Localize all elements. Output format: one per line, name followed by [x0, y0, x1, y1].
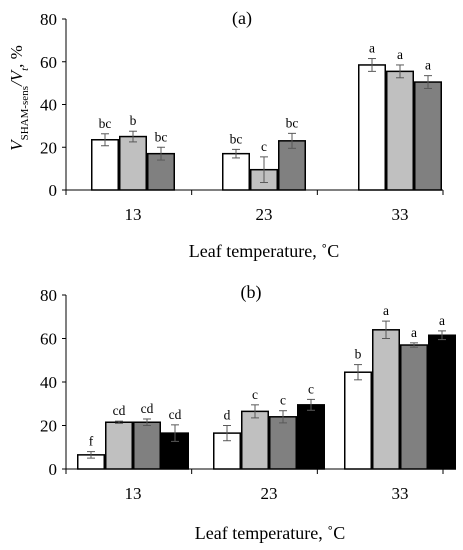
significance-letter: cd [141, 401, 154, 416]
significance-letter: f [89, 434, 94, 449]
x-tick-label: 13 [125, 484, 142, 503]
x-tick-label: 13 [125, 205, 142, 224]
bar [428, 334, 456, 470]
y-tick-label: 20 [40, 417, 57, 436]
y-tick-label: 0 [49, 181, 58, 200]
bar [222, 152, 250, 191]
y-tick-label: 20 [40, 138, 57, 157]
bar [119, 135, 147, 191]
significance-letter: bc [286, 115, 299, 130]
y-tick-label: 0 [49, 460, 58, 479]
significance-letter: b [355, 347, 362, 362]
y-tick-label: 80 [40, 10, 57, 29]
significance-letter: b [130, 113, 137, 128]
y-tick-label: 40 [40, 373, 57, 392]
y-tick-label: 60 [40, 53, 57, 72]
x-axis-label: Leaf temperature, ˚C [189, 241, 339, 261]
significance-letter: c [308, 381, 314, 396]
x-axis-label: Leaf temperature, ˚C [195, 523, 345, 543]
significance-letter: a [425, 58, 431, 73]
bar [297, 404, 325, 470]
bar [91, 139, 119, 191]
bar [133, 421, 161, 470]
bar [414, 81, 442, 191]
panel-b-label: (b) [241, 282, 262, 303]
bar [372, 329, 400, 470]
bar [105, 421, 133, 470]
bar [358, 64, 386, 191]
y-tick-label: 40 [40, 96, 57, 115]
significance-letter: c [252, 387, 258, 402]
y-tick-label: 80 [40, 286, 57, 305]
y-tick-label: 60 [40, 330, 57, 349]
significance-letter: cd [113, 403, 126, 418]
significance-letter: a [411, 325, 417, 340]
bar [269, 416, 297, 470]
significance-letter: c [261, 139, 267, 154]
y-axis-label: VSHAM-sens/Vt, % [7, 45, 31, 151]
bar [344, 371, 372, 470]
bar [386, 70, 414, 191]
significance-letter: cd [169, 407, 182, 422]
significance-letter: bc [155, 129, 168, 144]
chart-panel-a: (a) VSHAM-sens/Vt, % Leaf temperature, ˚… [7, 8, 444, 261]
bar [241, 410, 269, 470]
significance-letter: d [224, 408, 231, 423]
significance-letter: bc [230, 131, 243, 146]
significance-letter: a [439, 313, 445, 328]
x-tick-label: 33 [392, 484, 409, 503]
significance-letter: a [397, 47, 403, 62]
significance-letter: a [369, 41, 375, 56]
significance-letter: bc [99, 116, 112, 131]
bar [400, 344, 428, 470]
chart-panel-b: (b) Leaf temperature, ˚C 0 20 40 60 80 13 23 33… [40, 282, 456, 543]
bar [278, 140, 306, 191]
x-tick-label: 33 [392, 205, 409, 224]
x-tick-label: 23 [256, 205, 273, 224]
x-tick-label: 23 [261, 484, 278, 503]
significance-letter: c [280, 393, 286, 408]
panel-a-label: (a) [232, 8, 252, 29]
significance-letter: a [383, 303, 389, 318]
